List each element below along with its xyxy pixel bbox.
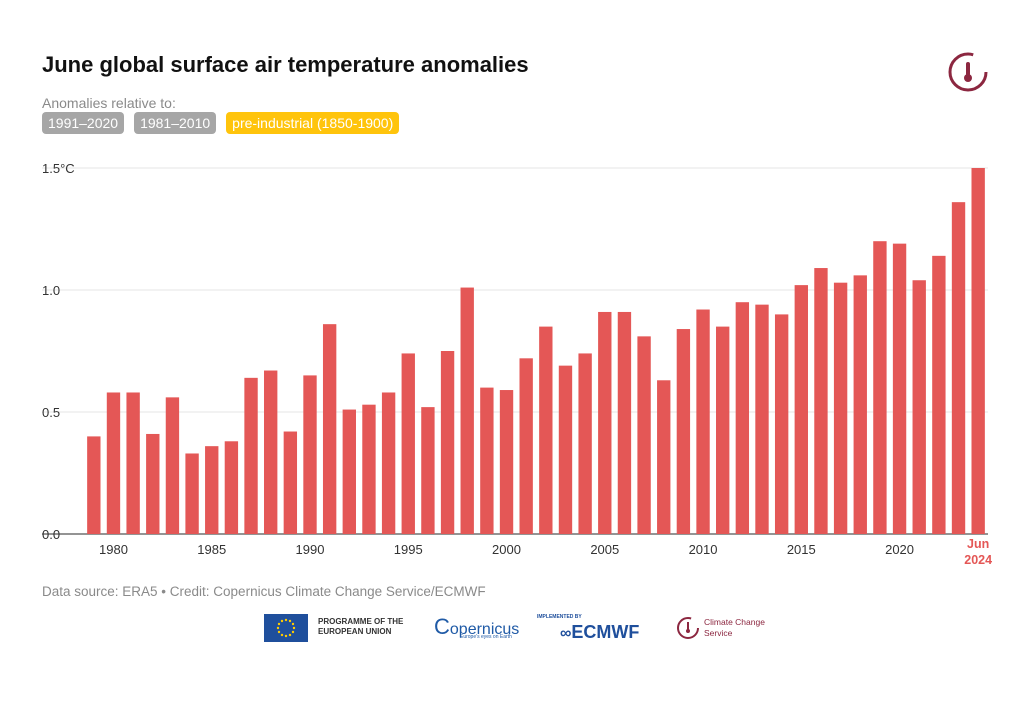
x-tick-label: 2015 (787, 542, 816, 557)
y-tick-label: 1.5°C (42, 161, 75, 176)
y-tick-label: 0.5 (42, 405, 60, 420)
bar[interactable] (421, 407, 435, 534)
bar[interactable] (735, 302, 750, 534)
bar[interactable] (480, 387, 494, 534)
bar[interactable] (205, 446, 219, 534)
x-tick-label: 2000 (492, 542, 521, 557)
copernicus-text: opernicus (449, 621, 520, 638)
anomalies-label: Anomalies relative to: (42, 95, 176, 111)
bar[interactable] (185, 453, 199, 534)
bar[interactable] (126, 392, 140, 534)
bar[interactable] (637, 336, 651, 534)
implemented-by-label: IMPLEMENTED BY (537, 614, 582, 620)
bar[interactable] (499, 390, 514, 534)
bar[interactable] (951, 202, 966, 534)
bar[interactable] (833, 282, 848, 534)
c3s-small-icon (677, 617, 699, 639)
bar[interactable] (519, 358, 533, 534)
baseline-1991-2020-button[interactable]: 1991–2020 (42, 112, 125, 134)
x-tick-label: 1980 (99, 542, 128, 557)
chart-title: June global surface air temperature anom… (42, 52, 529, 77)
bar[interactable] (165, 397, 180, 534)
baseline-preindustrial-button[interactable]: pre-industrial (1850-1900) (226, 112, 400, 134)
bar[interactable] (244, 377, 258, 534)
bar[interactable] (912, 280, 926, 534)
footer-logos: PROGRAMME OF THE EUROPEAN UNION Copernic… (264, 612, 774, 646)
bar[interactable] (460, 287, 474, 534)
bar[interactable] (853, 275, 867, 534)
bar[interactable] (322, 324, 337, 534)
bar[interactable] (264, 370, 278, 534)
data-source-credit: Data source: ERA5 • Credit: Copernicus C… (42, 584, 486, 599)
x-axis-ticks: 1980 1985 1990 1995 2000 2005 2010 2015 2020 Jun 2… (99, 537, 992, 567)
bar-chart: 0.0 0.5 1.0 1.5°C 1980 1985 1990 1995 2000 2005 2… (42, 161, 992, 567)
bar[interactable] (362, 404, 376, 534)
bar[interactable] (774, 314, 789, 534)
y-axis-ticks: 0.0 0.5 1.0 1.5°C (42, 161, 75, 542)
bar[interactable] (558, 365, 573, 534)
bar[interactable] (676, 329, 691, 534)
y-tick-label: 0.0 (42, 527, 60, 542)
bar[interactable] (401, 353, 415, 534)
bar[interactable] (342, 409, 356, 534)
bar[interactable] (283, 431, 298, 534)
bar[interactable] (873, 241, 887, 534)
bar[interactable] (146, 433, 160, 534)
bar[interactable] (617, 311, 632, 534)
grid-lines (42, 167, 988, 535)
bar[interactable] (657, 380, 671, 534)
bar[interactable] (224, 441, 239, 534)
bar[interactable] (794, 285, 808, 534)
c3s-logo-icon (948, 52, 988, 92)
x-tick-label: 2020 (885, 542, 914, 557)
eu-flag-icon (264, 614, 308, 642)
highlight-x-label: 2024 (964, 553, 992, 567)
ecmwf-logo: ∞ECMWF (560, 622, 640, 642)
x-tick-label: 2010 (689, 542, 718, 557)
copernicus-logo: Copernicus (434, 614, 520, 639)
bar[interactable] (971, 168, 985, 534)
bar[interactable] (716, 326, 730, 534)
bars (87, 168, 985, 534)
bar[interactable] (755, 304, 769, 534)
copernicus-tagline: Europe's eyes on Earth (460, 634, 512, 640)
y-tick-label: 1.0 (42, 283, 60, 298)
ecmwf-text: ECMWF (571, 622, 640, 642)
x-tick-label: 1985 (197, 542, 226, 557)
bar[interactable] (578, 353, 592, 534)
bar[interactable] (696, 309, 710, 534)
bar[interactable] (814, 268, 828, 534)
x-tick-label: 1995 (394, 542, 423, 557)
baseline-1981-2010-button[interactable]: 1981–2010 (134, 112, 217, 134)
x-tick-label: 2005 (590, 542, 619, 557)
c3s-label: Climate Change Service (704, 617, 765, 638)
bar[interactable] (106, 392, 121, 534)
bar[interactable] (303, 375, 317, 534)
eu-programme-label: PROGRAMME OF THE EUROPEAN UNION (318, 617, 404, 636)
highlight-x-label: Jun (967, 537, 989, 551)
baseline-selector: 1991–2020 1981–2010 pre-industrial (1850… (42, 112, 400, 134)
bar[interactable] (381, 392, 396, 534)
bar[interactable] (598, 311, 612, 534)
bar[interactable] (932, 255, 946, 534)
bar[interactable] (87, 436, 101, 534)
bar[interactable] (440, 351, 455, 534)
bar[interactable] (539, 326, 553, 534)
x-tick-label: 1990 (296, 542, 325, 557)
bar[interactable] (892, 243, 907, 534)
